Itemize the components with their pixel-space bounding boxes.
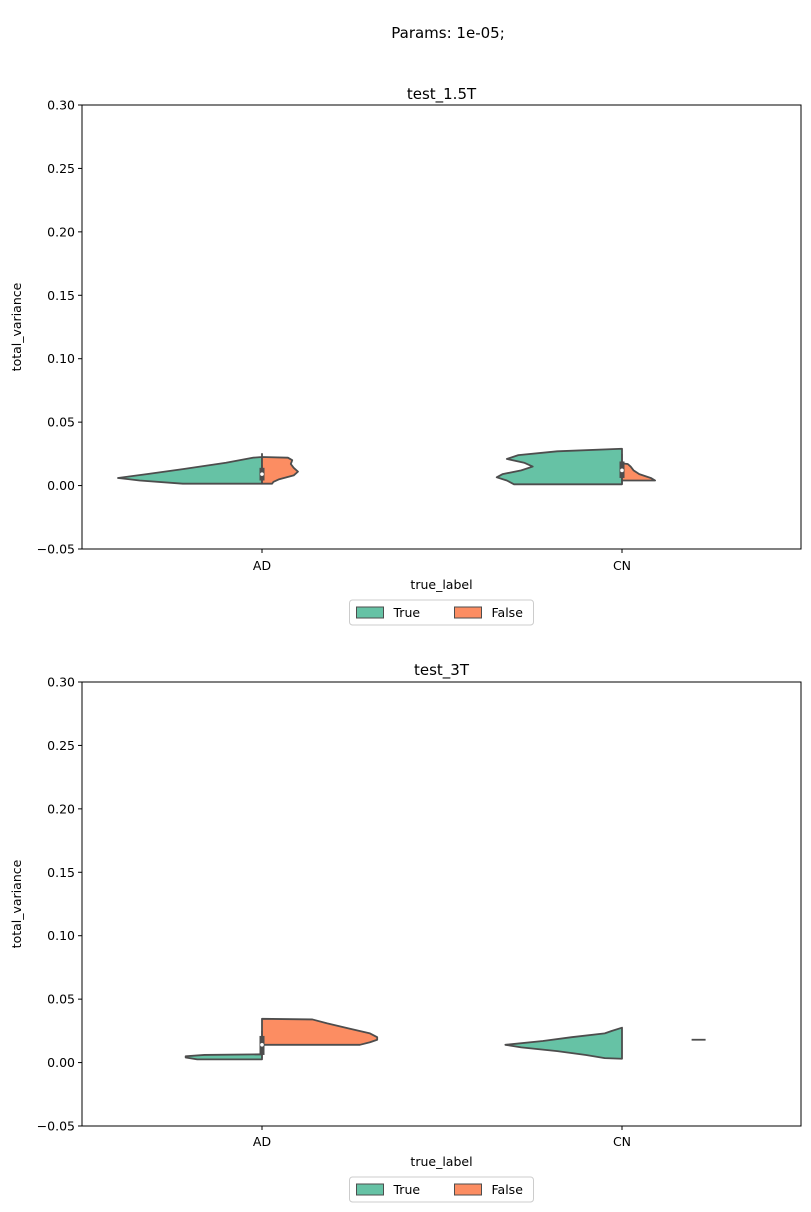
y-tick-label: 0.05: [47, 992, 75, 1007]
legend-frame: [349, 599, 534, 626]
legend-swatch-false: [454, 606, 482, 619]
y-tick-label: −0.05: [37, 542, 75, 557]
y-tick-label: 0.20: [47, 801, 75, 816]
y-tick-label: 0.00: [47, 478, 75, 493]
box-median: [620, 468, 624, 473]
legend-label-false: False: [492, 605, 524, 620]
violin-false-cn: [621, 462, 657, 482]
violin-true-ad: [117, 452, 263, 485]
plot-frame: [81, 104, 802, 550]
violin-true-ad: [184, 1053, 263, 1061]
legend-label-true: True: [393, 605, 421, 620]
violin-false-ad: [261, 456, 299, 485]
x-axis-label: true_label: [410, 1154, 472, 1169]
legend-frame: [349, 1176, 534, 1203]
y-tick-label: 0.00: [47, 1055, 75, 1070]
y-tick-label: 0.05: [47, 415, 75, 430]
x-axis-label: true_label: [410, 577, 472, 592]
legend-swatch-false: [454, 1183, 482, 1196]
plot-frame: [81, 681, 802, 1127]
y-tick-label: 0.25: [47, 161, 75, 176]
violin-true-cn: [504, 1026, 623, 1060]
chart-title: test_3T: [414, 661, 470, 680]
violin-true-cn: [495, 447, 623, 486]
x-tick-label: AD: [253, 1134, 271, 1149]
x-tick-label: CN: [613, 558, 631, 573]
legend-swatch-true: [356, 1183, 384, 1196]
y-tick-label: 0.10: [47, 351, 75, 366]
y-axis-label: total_variance: [9, 859, 24, 948]
y-tick-label: 0.15: [47, 288, 75, 303]
legend-label-true: True: [393, 1182, 421, 1197]
y-tick-label: 0.30: [47, 675, 75, 690]
y-tick-label: 0.25: [47, 738, 75, 753]
chart-panel-2: test_3T −0.05 0.00 0.05 0.10 0.15 0.20 0.25 0.30…: [9, 661, 802, 1203]
legend-swatch-true: [356, 606, 384, 619]
legend-label-false: False: [492, 1182, 524, 1197]
box-median: [260, 472, 264, 476]
y-tick-label: 0.15: [47, 865, 75, 880]
legend: True False: [349, 599, 534, 626]
y-tick-label: 0.30: [47, 98, 75, 113]
y-tick-label: −0.05: [37, 1119, 75, 1134]
x-tick-label: CN: [613, 1134, 631, 1149]
chart-title: test_1.5T: [407, 85, 477, 104]
figure-suptitle: Params: 1e-05;: [391, 24, 505, 42]
x-tick-label: AD: [253, 558, 271, 573]
y-tick-label: 0.20: [47, 224, 75, 239]
y-tick-label: 0.10: [47, 928, 75, 943]
chart-panel-1: test_1.5T −0.05 0.00 0.05 0.10 0.15 0.20 0.25 0.…: [9, 85, 802, 626]
violin-false-ad: [261, 1017, 379, 1046]
legend: True False: [349, 1176, 534, 1203]
y-axis-label: total_variance: [9, 282, 24, 371]
box-median: [260, 1043, 264, 1047]
